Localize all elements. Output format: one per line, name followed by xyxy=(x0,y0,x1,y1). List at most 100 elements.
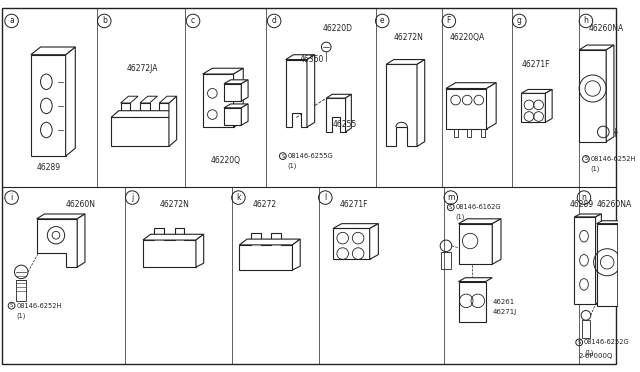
Polygon shape xyxy=(143,228,196,267)
Text: 08146-6252G: 08146-6252G xyxy=(584,339,630,345)
Text: S: S xyxy=(584,157,588,161)
Text: m: m xyxy=(447,193,454,202)
Text: 46220D: 46220D xyxy=(323,24,353,33)
Polygon shape xyxy=(196,234,204,267)
Polygon shape xyxy=(36,219,77,267)
Polygon shape xyxy=(159,96,177,103)
Text: S: S xyxy=(577,340,581,345)
Polygon shape xyxy=(467,129,471,137)
Text: 46260NA: 46260NA xyxy=(589,24,624,33)
Polygon shape xyxy=(333,224,378,228)
Text: 46261: 46261 xyxy=(492,299,515,305)
Polygon shape xyxy=(143,234,204,240)
Polygon shape xyxy=(285,60,307,127)
Text: 08146-6252H: 08146-6252H xyxy=(17,303,62,309)
Polygon shape xyxy=(458,224,492,264)
Text: 46360: 46360 xyxy=(300,55,324,64)
Polygon shape xyxy=(446,89,486,129)
Text: l: l xyxy=(324,193,326,202)
Text: 2-6P000Q: 2-6P000Q xyxy=(579,353,613,359)
Text: e: e xyxy=(380,16,385,25)
Text: (1): (1) xyxy=(584,349,593,356)
Text: 46271J: 46271J xyxy=(492,309,516,315)
Polygon shape xyxy=(333,228,370,259)
Text: j: j xyxy=(131,193,133,202)
Bar xyxy=(582,320,590,337)
Polygon shape xyxy=(326,98,346,132)
Polygon shape xyxy=(285,55,315,60)
Text: 46255: 46255 xyxy=(333,121,357,129)
Polygon shape xyxy=(386,60,425,64)
Text: 46220QA: 46220QA xyxy=(450,33,485,42)
Polygon shape xyxy=(241,104,248,125)
Text: (1): (1) xyxy=(17,312,26,319)
Polygon shape xyxy=(66,47,76,156)
Polygon shape xyxy=(224,80,248,84)
Polygon shape xyxy=(224,104,248,108)
Polygon shape xyxy=(458,219,501,224)
Polygon shape xyxy=(239,233,292,270)
Polygon shape xyxy=(121,96,138,103)
Polygon shape xyxy=(370,224,378,259)
Text: g: g xyxy=(517,16,522,25)
Polygon shape xyxy=(36,214,85,219)
Polygon shape xyxy=(234,68,243,127)
Polygon shape xyxy=(386,64,417,147)
Polygon shape xyxy=(596,214,602,304)
Polygon shape xyxy=(545,90,552,122)
Text: (1): (1) xyxy=(456,214,465,221)
Text: i: i xyxy=(10,193,13,202)
Polygon shape xyxy=(111,103,169,147)
Polygon shape xyxy=(521,93,545,122)
Polygon shape xyxy=(31,55,66,156)
Text: 46272N: 46272N xyxy=(394,33,424,42)
Polygon shape xyxy=(224,84,241,101)
Polygon shape xyxy=(346,94,351,132)
Text: 08146-6252H: 08146-6252H xyxy=(591,156,636,162)
Polygon shape xyxy=(481,129,484,137)
Polygon shape xyxy=(203,74,234,127)
Text: 46271F: 46271F xyxy=(521,60,550,68)
Text: S: S xyxy=(449,205,452,210)
Polygon shape xyxy=(224,108,241,125)
Text: 46272: 46272 xyxy=(253,199,277,209)
FancyBboxPatch shape xyxy=(2,9,616,363)
Text: (1): (1) xyxy=(591,166,600,172)
Polygon shape xyxy=(31,47,76,55)
Text: b: b xyxy=(102,16,107,25)
Polygon shape xyxy=(574,217,596,304)
Text: d: d xyxy=(272,16,276,25)
Polygon shape xyxy=(596,221,623,224)
Text: S: S xyxy=(10,303,13,308)
Text: 08146-6255G: 08146-6255G xyxy=(287,153,333,159)
Polygon shape xyxy=(239,239,300,245)
Text: 46272JA: 46272JA xyxy=(127,64,159,73)
Text: 46289: 46289 xyxy=(570,199,594,209)
Text: k: k xyxy=(236,193,241,202)
Text: a: a xyxy=(9,16,14,25)
Text: 46260N: 46260N xyxy=(66,199,95,209)
Polygon shape xyxy=(606,45,614,142)
Text: 46220Q: 46220Q xyxy=(211,156,241,165)
Polygon shape xyxy=(596,224,618,306)
Polygon shape xyxy=(307,55,315,127)
Text: 46272N: 46272N xyxy=(159,199,189,209)
Polygon shape xyxy=(446,83,496,89)
Text: F: F xyxy=(447,16,451,25)
Text: S: S xyxy=(281,154,285,158)
Text: (1): (1) xyxy=(287,163,297,169)
Text: n: n xyxy=(582,193,586,202)
Polygon shape xyxy=(454,129,458,137)
Polygon shape xyxy=(140,96,157,103)
Polygon shape xyxy=(417,60,425,147)
Text: 46271F: 46271F xyxy=(340,199,368,209)
Text: 46289: 46289 xyxy=(36,163,60,172)
Polygon shape xyxy=(574,214,602,217)
Polygon shape xyxy=(203,68,243,74)
Polygon shape xyxy=(579,50,606,142)
Text: c: c xyxy=(191,16,195,25)
Text: 46260NA: 46260NA xyxy=(596,199,632,209)
Polygon shape xyxy=(241,80,248,101)
Bar xyxy=(17,280,26,301)
Polygon shape xyxy=(169,96,177,147)
